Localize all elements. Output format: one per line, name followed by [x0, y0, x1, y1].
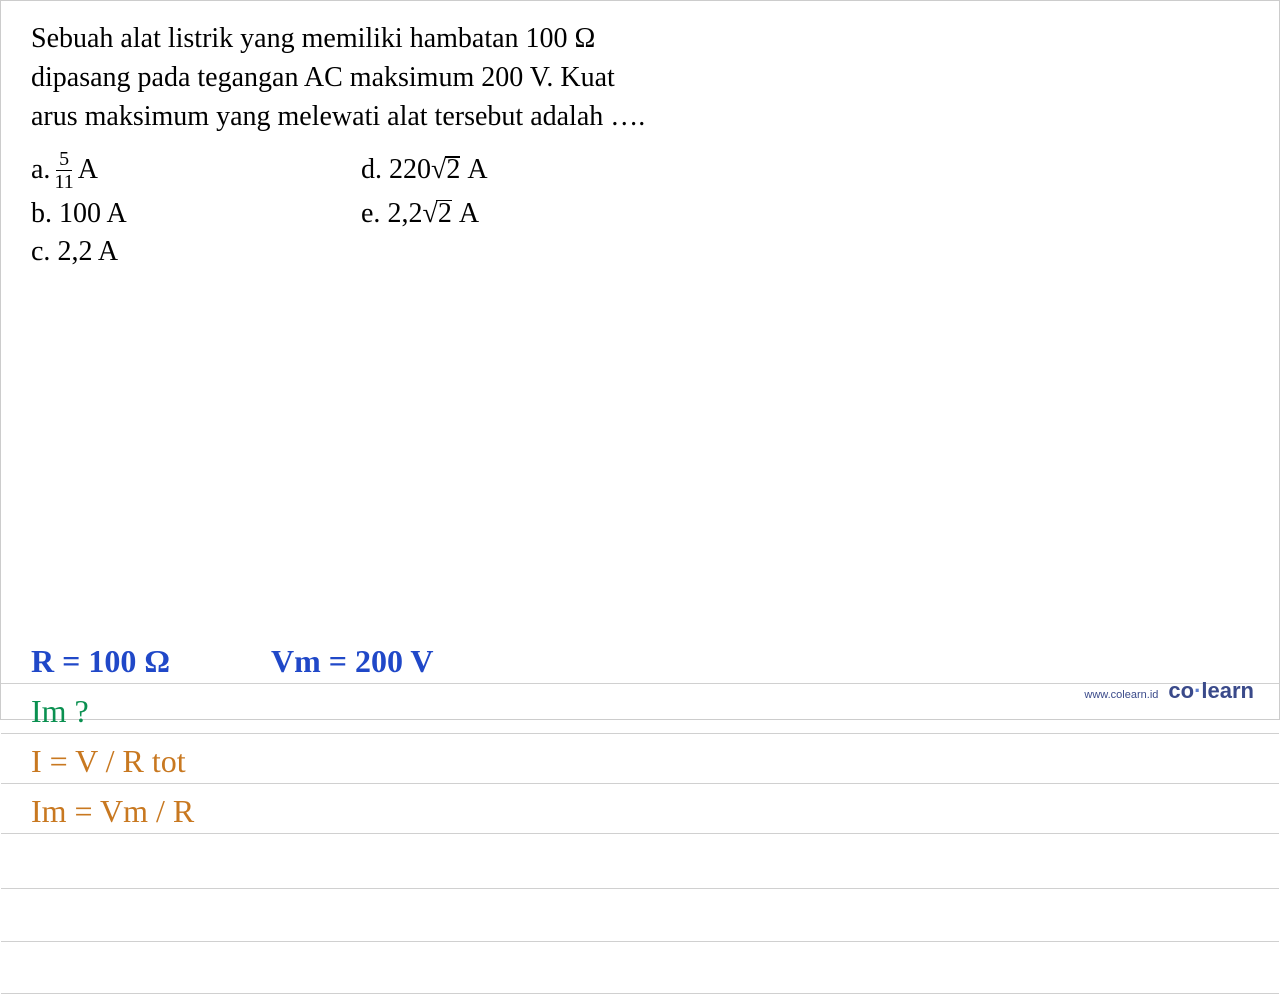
option-d-unit: A [467, 154, 487, 186]
options-list: a. 5 11 A d. 220√2 A b. 100 A e. 2,2√2 A [31, 149, 1249, 268]
option-c-value: 2,2 A [57, 236, 118, 268]
option-e-label: e. [361, 198, 380, 230]
option-e: e. 2,2√2 A [361, 198, 479, 230]
ruled-line [1, 941, 1279, 942]
option-a-numerator: 5 [56, 149, 72, 171]
work-formula2: Im = Vm / R [31, 793, 194, 830]
question-text: Sebuah alat listrik yang memiliki hambat… [31, 19, 1249, 137]
option-d: d. 220√2 A [361, 154, 488, 186]
question-line1: Sebuah alat listrik yang memiliki hambat… [31, 19, 1249, 58]
option-c-label: c. [31, 236, 50, 268]
work-given-r: R = 100 Ω [31, 643, 170, 680]
logo-post: learn [1201, 678, 1254, 703]
ruled-line [1, 888, 1279, 889]
footer-logo: co·learn [1168, 678, 1254, 704]
option-a-label: a. [31, 154, 50, 186]
option-d-sqrt: 2 [446, 154, 460, 185]
option-a-denominator: 11 [54, 171, 73, 192]
question-line2: dipasang pada tegangan AC maksimum 200 V… [31, 58, 1249, 97]
question-line3: arus maksimum yang melewati alat tersebu… [31, 97, 1249, 136]
ruled-line [1, 733, 1279, 734]
footer: www.colearn.id co·learn [1084, 678, 1254, 704]
option-a-fraction: 5 11 [54, 149, 73, 192]
option-a: a. 5 11 A [31, 149, 361, 192]
option-b-value: 100 A [59, 198, 127, 230]
logo-pre: co [1168, 678, 1194, 703]
option-d-label: d. [361, 154, 382, 186]
option-d-value: 220 [389, 154, 431, 186]
footer-url: www.colearn.id [1084, 689, 1158, 701]
work-formula1: I = V / R tot [31, 743, 186, 780]
option-e-sqrt: 2 [438, 198, 452, 229]
ruled-line [1, 993, 1279, 994]
sqrt-icon: √2 [431, 154, 460, 186]
option-a-unit: A [78, 154, 98, 186]
ruled-line [1, 783, 1279, 784]
sqrt-icon: √2 [422, 198, 451, 230]
option-b: b. 100 A [31, 198, 361, 230]
ruled-line [1, 833, 1279, 834]
work-given-vm: Vm = 200 V [271, 643, 434, 680]
option-e-value: 2,2 [387, 198, 422, 230]
option-b-label: b. [31, 198, 52, 230]
option-e-unit: A [459, 198, 479, 230]
work-find: Im ? [31, 693, 89, 730]
option-c: c. 2,2 A [31, 236, 361, 268]
